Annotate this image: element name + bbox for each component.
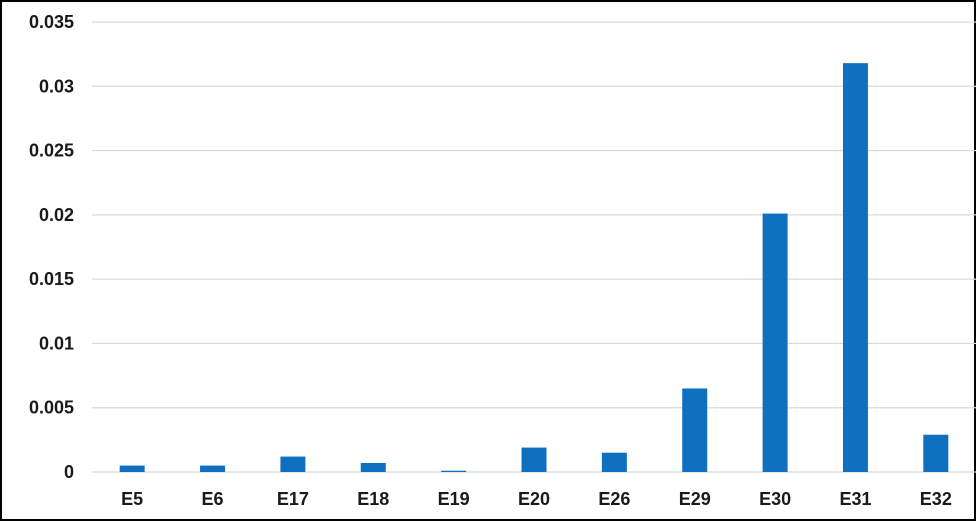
bar-e18 [360, 463, 386, 472]
bar-e30 [762, 213, 788, 473]
bars [119, 63, 949, 473]
y-tick-label: 0.015 [29, 269, 74, 289]
bar-e19 [441, 470, 467, 472]
x-axis-tick-labels: E5 E6 E17 E18 E19 E20 E26 E29 E30 E31 E32 [121, 489, 952, 509]
y-tick-label: 0.005 [29, 398, 74, 418]
x-tick-label: E18 [357, 489, 389, 509]
y-tick-label: 0.025 [29, 141, 74, 161]
x-tick-label: E30 [759, 489, 791, 509]
x-tick-label: E26 [598, 489, 630, 509]
x-tick-label: E32 [920, 489, 952, 509]
y-tick-label: 0.035 [29, 12, 74, 32]
x-tick-label: E6 [202, 489, 224, 509]
y-tick-label: 0 [64, 462, 74, 482]
bar-e17 [280, 456, 306, 472]
y-tick-label: 0.02 [39, 205, 74, 225]
bar-e32 [923, 434, 949, 472]
bar-e29 [682, 388, 708, 472]
bar-e26 [601, 452, 627, 472]
bar-e20 [521, 447, 547, 472]
y-axis-tick-labels: 0 0.005 0.01 0.015 0.02 0.025 0.03 0.035 [29, 12, 74, 482]
bar-e5 [119, 465, 145, 472]
x-tick-label: E31 [839, 489, 871, 509]
y-tick-label: 0.01 [39, 333, 74, 353]
y-tick-label: 0.03 [39, 76, 74, 96]
x-tick-label: E20 [518, 489, 550, 509]
gridlines [92, 21, 976, 473]
x-tick-label: E17 [277, 489, 309, 509]
x-tick-label: E29 [679, 489, 711, 509]
x-tick-label: E5 [121, 489, 143, 509]
bar-e31 [842, 63, 868, 473]
x-tick-label: E19 [438, 489, 470, 509]
bar-e6 [200, 465, 226, 472]
